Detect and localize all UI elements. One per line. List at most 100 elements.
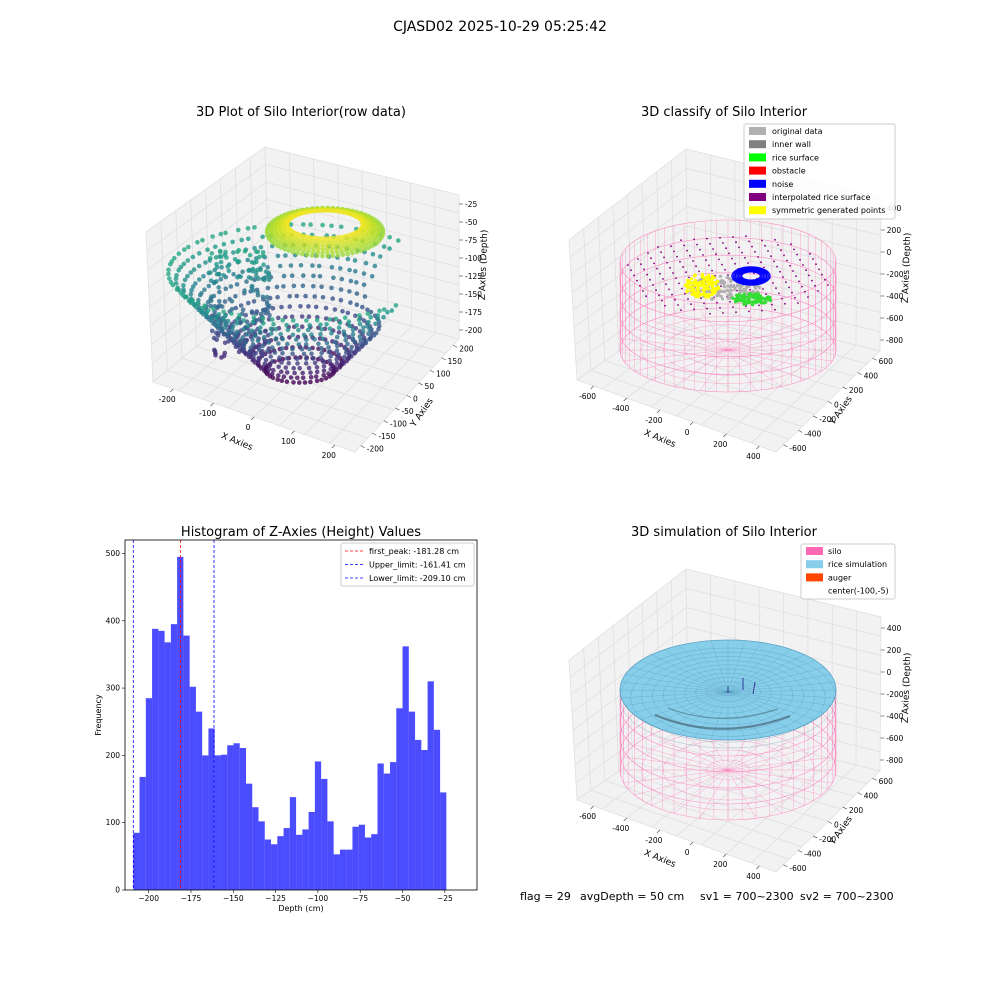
z-tick-label: -200 xyxy=(887,270,904,279)
raw-point xyxy=(352,339,358,345)
raw-point xyxy=(345,256,351,262)
original-point xyxy=(721,297,725,301)
raw-point xyxy=(368,315,374,320)
classify-legend: original data inner wall rice surface obsta… xyxy=(743,123,896,220)
raw-point xyxy=(354,302,360,308)
raw-point xyxy=(299,314,305,319)
raw-point xyxy=(389,308,395,313)
original-point xyxy=(723,290,727,294)
raw-point xyxy=(190,284,196,290)
surface-depression xyxy=(667,707,779,719)
original-point xyxy=(725,288,729,292)
interpolated-point xyxy=(761,309,763,312)
raw-point xyxy=(258,267,263,273)
raw-point xyxy=(266,366,272,372)
interpolated-point xyxy=(700,297,702,300)
silo-floor-ring xyxy=(662,324,794,376)
raw-point xyxy=(225,264,230,269)
classify-xlabel: X Axies xyxy=(642,428,677,450)
raw-point xyxy=(181,283,186,288)
raw-point xyxy=(217,248,223,254)
interpolated-point xyxy=(687,298,689,300)
histogram-bar xyxy=(296,834,303,890)
raw-point xyxy=(316,341,321,347)
rice-surface-point xyxy=(759,295,763,299)
y-tick-mark xyxy=(813,835,818,839)
grid-line xyxy=(571,206,881,293)
raw-point xyxy=(333,365,338,370)
raw-point xyxy=(263,269,269,275)
y-tick-mark xyxy=(395,407,400,411)
raw-point xyxy=(334,357,340,362)
surface-mesh-spoke xyxy=(631,691,729,713)
symmetric-point xyxy=(704,293,709,297)
raw-point xyxy=(314,317,320,323)
histogram-bar xyxy=(277,836,284,890)
raw-point xyxy=(376,226,382,231)
silo-floor-spoke xyxy=(699,349,729,391)
x-tick-mark xyxy=(723,433,727,438)
original-point xyxy=(726,284,730,288)
interpolated-point xyxy=(657,246,659,248)
interpolated-point xyxy=(681,287,683,290)
raw-point xyxy=(219,304,225,309)
raw-point xyxy=(308,379,313,385)
footer-sv1: sv1 = 700~2300 xyxy=(700,890,794,903)
raw-point xyxy=(387,235,393,240)
x-tick-mark xyxy=(723,853,727,858)
symmetric-point xyxy=(692,280,696,285)
raw-point xyxy=(249,259,255,265)
raw-point xyxy=(243,313,248,318)
surface-mesh-spoke xyxy=(727,642,762,693)
raw-point xyxy=(309,253,315,258)
raw-point xyxy=(321,364,327,369)
raw-point xyxy=(320,336,326,342)
surface-mesh-spoke xyxy=(727,689,837,693)
interpolated-point xyxy=(639,284,641,287)
interpolated-point xyxy=(793,248,795,251)
histogram-reference-lines xyxy=(132,540,215,890)
original-point xyxy=(718,274,723,278)
raw-point xyxy=(200,237,205,243)
raw-point xyxy=(193,281,198,286)
legend-swatch xyxy=(749,153,766,162)
histogram-bar xyxy=(333,854,340,890)
symmetric-point xyxy=(693,273,697,277)
auger-marker xyxy=(752,681,756,695)
raw-point xyxy=(250,319,256,325)
z-tick-label: -200 xyxy=(465,326,482,335)
z-tick-label: -600 xyxy=(886,734,903,743)
raw-point xyxy=(319,327,324,332)
raw-point xyxy=(250,337,255,343)
y-tick-mark xyxy=(453,345,458,348)
y-tick-mark xyxy=(418,382,423,386)
raw-point xyxy=(269,371,275,377)
histogram-title: Histogram of Z-Axies (Height) Values xyxy=(181,525,421,540)
raw-point xyxy=(240,335,245,340)
raw-point xyxy=(238,303,244,308)
histogram-legend: first_peak: -181.28 cm Upper_limit: -161.… xyxy=(340,542,475,587)
interpolated-point xyxy=(668,288,670,291)
interpolated-point xyxy=(818,268,820,271)
raw-point xyxy=(347,323,353,329)
raw-point xyxy=(312,337,317,342)
y-tick-mark xyxy=(372,432,377,436)
raw-point xyxy=(249,283,255,289)
rice-surface-point xyxy=(766,297,770,301)
legend-swatch xyxy=(749,193,766,201)
grid-line xyxy=(234,168,434,368)
interpolated-point xyxy=(709,312,711,315)
interpolated-point xyxy=(729,300,731,303)
symmetric-point xyxy=(712,276,716,280)
symmetric-point xyxy=(709,278,713,282)
x-tick-label: −150 xyxy=(223,894,244,903)
raw-point xyxy=(346,334,352,340)
z-tick-label: -400 xyxy=(886,712,903,721)
raw-point xyxy=(205,308,211,313)
surface-mesh-spoke xyxy=(625,691,729,706)
raw-point xyxy=(234,282,240,287)
raw-point xyxy=(288,222,294,227)
raw-scatter-zlabel: Z Axies (Depth) xyxy=(478,230,490,301)
raw-point xyxy=(223,321,228,327)
interpolated-point xyxy=(770,255,772,258)
